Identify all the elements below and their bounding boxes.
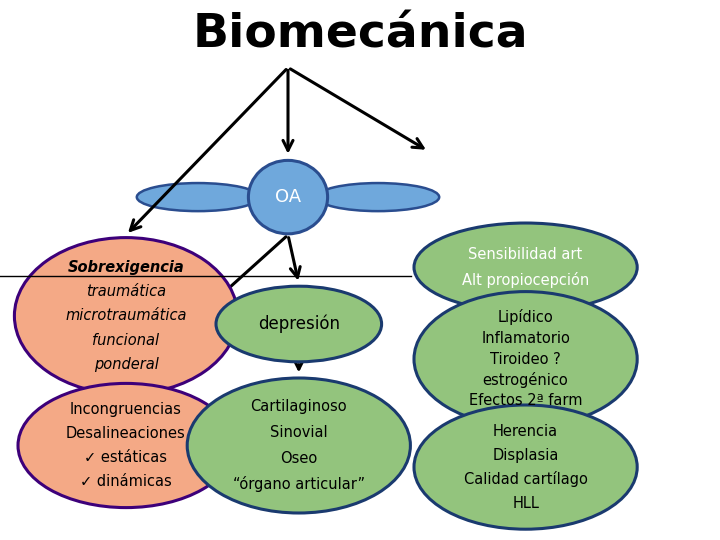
Text: Desalineaciones: Desalineaciones bbox=[66, 426, 186, 441]
Text: estrogénico: estrogénico bbox=[482, 372, 569, 388]
Text: Displasia: Displasia bbox=[492, 448, 559, 463]
Text: Lipídico: Lipídico bbox=[498, 309, 554, 325]
Ellipse shape bbox=[216, 286, 382, 362]
Ellipse shape bbox=[414, 223, 637, 312]
Ellipse shape bbox=[248, 160, 328, 234]
Text: ✓ dinámicas: ✓ dinámicas bbox=[80, 474, 172, 489]
Text: Efectos 2ª farm: Efectos 2ª farm bbox=[469, 394, 582, 408]
Ellipse shape bbox=[317, 183, 439, 211]
Text: depresión: depresión bbox=[258, 315, 340, 333]
Text: traumática: traumática bbox=[86, 284, 166, 299]
Text: Sobrexigencia: Sobrexigencia bbox=[68, 260, 184, 275]
Ellipse shape bbox=[414, 405, 637, 529]
Text: ✓ estáticas: ✓ estáticas bbox=[84, 450, 168, 465]
Text: Sensibilidad art: Sensibilidad art bbox=[469, 247, 582, 262]
Text: Calidad cartílago: Calidad cartílago bbox=[464, 471, 588, 487]
Ellipse shape bbox=[414, 292, 637, 427]
Text: Oseo: Oseo bbox=[280, 451, 318, 466]
Text: Alt propiocepción: Alt propiocepción bbox=[462, 272, 589, 288]
Text: Cartilaginoso: Cartilaginoso bbox=[251, 399, 347, 414]
Ellipse shape bbox=[137, 183, 259, 211]
Text: funcional: funcional bbox=[92, 333, 160, 348]
Text: Sinovial: Sinovial bbox=[270, 425, 328, 440]
Text: Herencia: Herencia bbox=[493, 423, 558, 438]
Text: microtraumática: microtraumática bbox=[66, 308, 186, 323]
Ellipse shape bbox=[18, 383, 234, 508]
Text: Inflamatorio: Inflamatorio bbox=[481, 330, 570, 346]
Text: “órgano articular”: “órgano articular” bbox=[233, 476, 365, 492]
Text: OA: OA bbox=[275, 188, 301, 206]
Text: Incongruencias: Incongruencias bbox=[70, 402, 182, 417]
Ellipse shape bbox=[14, 238, 238, 394]
Text: Biomecánica: Biomecánica bbox=[192, 12, 528, 58]
Ellipse shape bbox=[187, 378, 410, 513]
Text: HLL: HLL bbox=[512, 496, 539, 511]
Text: Tiroideo ?: Tiroideo ? bbox=[490, 352, 561, 367]
Text: ponderal: ponderal bbox=[94, 357, 158, 372]
